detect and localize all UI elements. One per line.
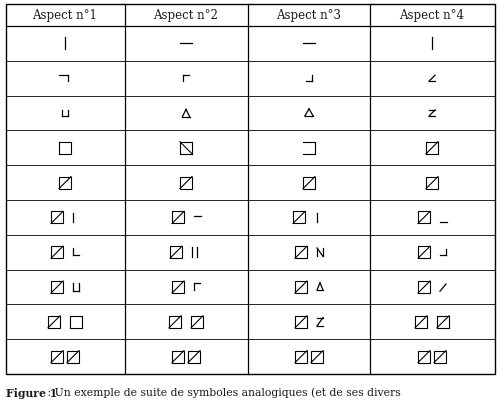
Text: Aspect n°2: Aspect n°2 (154, 8, 218, 21)
Bar (311, 351, 323, 362)
Bar (191, 316, 203, 328)
Bar (169, 316, 181, 328)
Bar (48, 316, 60, 328)
Bar (295, 316, 307, 328)
Bar (418, 246, 430, 258)
Bar (415, 316, 427, 328)
Text: Aspect n°1: Aspect n°1 (33, 8, 97, 21)
Bar (295, 351, 307, 362)
Bar (51, 212, 63, 223)
Bar (67, 351, 79, 362)
Bar (59, 176, 71, 189)
Bar (426, 176, 438, 189)
Bar (188, 351, 200, 362)
Bar (293, 212, 305, 223)
Bar (51, 281, 63, 293)
Text: Aspect n°3: Aspect n°3 (277, 8, 342, 21)
Bar (418, 351, 430, 362)
Text: Aspect n°4: Aspect n°4 (399, 8, 464, 21)
Bar (180, 176, 192, 189)
Text: Figure 1: Figure 1 (6, 388, 58, 398)
Bar (51, 351, 63, 362)
Bar (434, 351, 446, 362)
Bar (172, 281, 184, 293)
Bar (295, 281, 307, 293)
Bar (172, 351, 184, 362)
Bar (295, 246, 307, 258)
Bar (172, 212, 184, 223)
Bar (51, 246, 63, 258)
Bar (303, 176, 315, 189)
Text: : Un exemple de suite de symboles analogiques (et de ses divers: : Un exemple de suite de symboles analog… (44, 388, 401, 398)
Bar (418, 281, 430, 293)
Bar (170, 246, 182, 258)
Bar (6, 4, 495, 374)
Bar (418, 212, 430, 223)
